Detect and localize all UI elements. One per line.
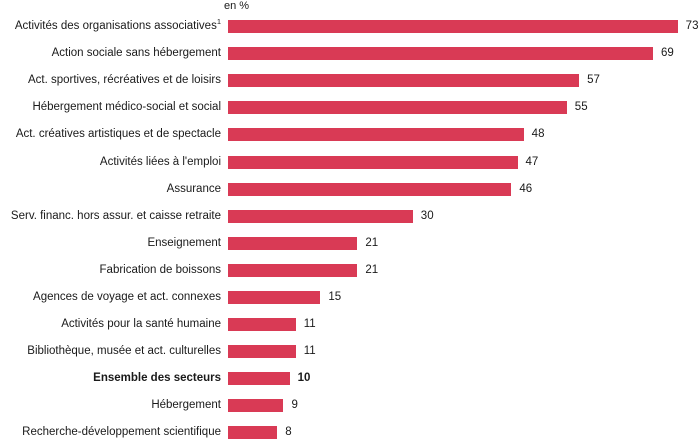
category-label: Action sociale sans hébergement xyxy=(51,47,221,60)
unit-label: en % xyxy=(224,0,250,12)
bar-row: Activités des organisations associatives… xyxy=(0,13,700,40)
value-label: 69 xyxy=(661,47,674,60)
category-label: Ensemble des secteurs xyxy=(93,372,221,385)
category-label: Activités liées à l'emploi xyxy=(99,155,221,168)
bar-row: Activités pour la santé humaine 11 xyxy=(0,311,700,338)
value-label: 55 xyxy=(574,101,588,114)
category-label: Activités des organisations associatives… xyxy=(14,17,221,33)
category-label: Act. créatives artistiques et de spectac… xyxy=(15,128,221,141)
bar xyxy=(228,372,290,386)
bar-row: Hébergement 9 xyxy=(0,392,700,419)
value-label: 57 xyxy=(587,74,600,87)
bar xyxy=(228,182,512,196)
bar xyxy=(228,101,567,115)
bar xyxy=(228,290,321,304)
bar-row: Action sociale sans hébergement 69 xyxy=(0,40,700,67)
value-label: 21 xyxy=(365,236,379,249)
category-label: Assurance xyxy=(166,182,221,195)
category-label: Serv. financ. hors assur. et caisse retr… xyxy=(10,209,221,222)
category-label: Hébergement xyxy=(151,399,221,412)
value-label: 9 xyxy=(291,399,298,412)
bar-row: Agences de voyage et act. connexes 15 xyxy=(0,284,700,311)
bar-row: Act. sportives, récréatives et de loisir… xyxy=(0,67,700,94)
bar-row: Enseignement 21 xyxy=(0,230,700,257)
bar xyxy=(228,318,296,332)
value-label: 11 xyxy=(303,345,316,358)
bar xyxy=(228,263,358,277)
bar xyxy=(228,345,296,359)
bar xyxy=(228,155,518,169)
value-label: 11 xyxy=(303,318,316,331)
category-label: Act. sportives, récréatives et de loisir… xyxy=(27,74,221,87)
bar xyxy=(228,209,413,223)
bar-row: Serv. financ. hors assur. et caisse retr… xyxy=(0,203,700,230)
value-label: 30 xyxy=(420,209,434,222)
value-label: 10 xyxy=(297,372,311,385)
bar xyxy=(228,128,524,142)
footnote-marker: 1 xyxy=(216,17,221,27)
bar-row: Assurance 46 xyxy=(0,176,700,203)
value-label: 73 xyxy=(685,20,699,33)
category-label: Bibliothèque, musée et act. culturelles xyxy=(27,345,221,358)
bar-row: Ensemble des secteurs 10 xyxy=(0,365,700,392)
bar xyxy=(228,236,358,250)
category-label: Recherche-développement scientifique xyxy=(22,426,221,439)
bar-row: Bibliothèque, musée et act. culturelles … xyxy=(0,338,700,365)
value-label: 8 xyxy=(285,426,292,439)
value-label: 15 xyxy=(328,290,342,303)
bar-row: Act. créatives artistiques et de spectac… xyxy=(0,121,700,148)
bar-row: Recherche-développement scientifique 8 xyxy=(0,419,700,446)
value-label: 48 xyxy=(531,128,545,141)
bar xyxy=(228,47,654,61)
value-label: 47 xyxy=(525,155,539,168)
category-label: Hébergement médico-social et social xyxy=(32,101,221,114)
bar-row: Hébergement médico-social et social 55 xyxy=(0,94,700,121)
bar-row: Fabrication de boissons 21 xyxy=(0,257,700,284)
category-label: Enseignement xyxy=(147,236,221,249)
category-label: Agences de voyage et act. connexes xyxy=(33,290,221,303)
value-label: 21 xyxy=(365,263,379,276)
category-label: Activités pour la santé humaine xyxy=(61,318,221,331)
value-label: 46 xyxy=(519,182,533,195)
bar xyxy=(228,74,580,88)
bar xyxy=(228,426,278,440)
bar-chart-rows: Activités des organisations associatives… xyxy=(0,13,700,447)
bar-row: Activités liées à l'emploi 47 xyxy=(0,148,700,175)
bar xyxy=(228,20,678,34)
bar xyxy=(228,399,284,413)
category-label: Fabrication de boissons xyxy=(99,263,221,276)
